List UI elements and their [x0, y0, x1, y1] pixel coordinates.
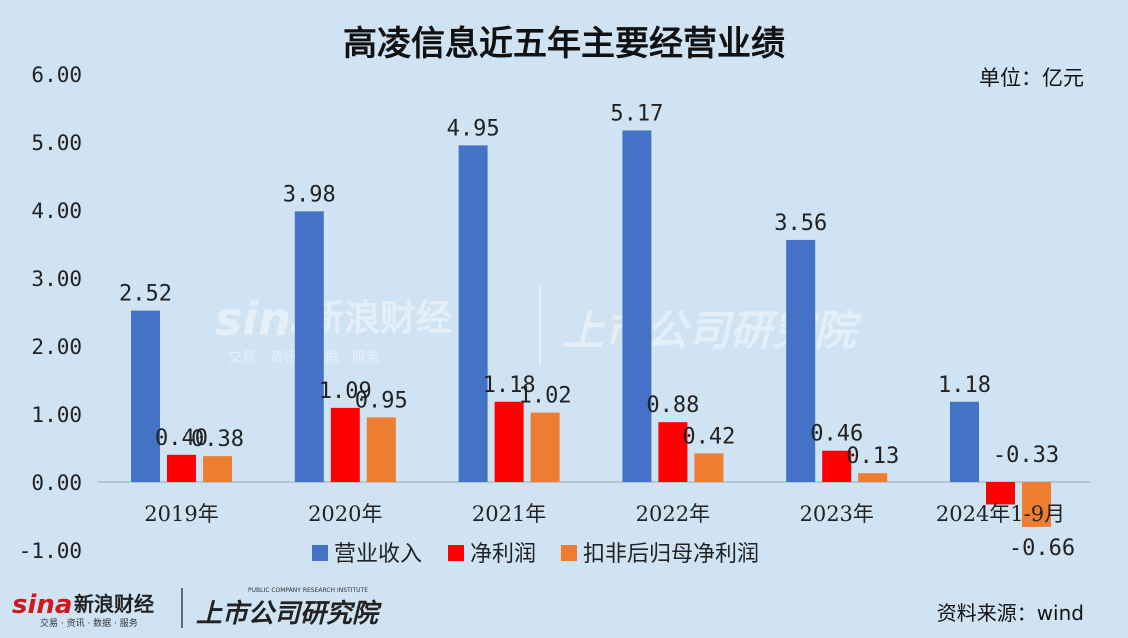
bar-1: [786, 239, 816, 482]
data-label: 1.18: [483, 373, 536, 398]
data-label: 0.42: [682, 424, 735, 449]
y-tick-label: 6.00: [31, 63, 82, 87]
data-label: 0.46: [810, 422, 863, 447]
sina-logo-cn: 新浪财经: [74, 592, 154, 616]
research-logo-en: PUBLIC COMPANY RESEARCH INSTITUTE: [248, 587, 368, 594]
data-label: 3.98: [283, 182, 336, 207]
bar-1: [294, 211, 324, 483]
bar-1: [131, 310, 160, 482]
research-logo-cn: 上市公司研究院: [196, 599, 382, 629]
legend-swatch: [312, 545, 328, 561]
unit-label: 单位：亿元: [979, 66, 1084, 90]
data-label: 0.40: [155, 426, 208, 451]
bar-1: [622, 130, 652, 482]
legend-swatch: [448, 545, 464, 561]
data-label: 3.56: [774, 211, 827, 236]
bar-2: [986, 482, 1015, 505]
y-tick-label: 1.00: [31, 403, 82, 427]
y-tick-label: 2.00: [31, 335, 82, 359]
data-label: 1.02: [519, 384, 572, 409]
bar-2: [658, 422, 688, 482]
bar-2: [494, 401, 524, 482]
data-label: 0.38: [191, 427, 244, 452]
research-institute-logo: PUBLIC COMPANY RESEARCH INSTITUTE 上市公司研究…: [196, 587, 382, 629]
x-axis: 2019年 2020年 2021年 2022年 2023年 2024年1-9月: [144, 502, 1065, 526]
bar-3: [366, 417, 396, 482]
chart-title: 高凌信息近五年主要经营业绩: [343, 24, 785, 64]
bars: [131, 130, 1051, 527]
y-axis: 6.00 5.00 4.00 3.00 2.00 1.00 0.00 -1.00: [19, 63, 82, 563]
bar-1: [458, 145, 488, 482]
y-tick-label: 4.00: [31, 199, 82, 223]
x-tick-label: 2022年: [636, 502, 710, 526]
data-label: -0.33: [993, 443, 1059, 468]
x-tick-label: 2023年: [799, 502, 873, 526]
data-label: 1.18: [938, 373, 991, 398]
data-labels: 2.520.400.383.981.090.954.951.181.025.17…: [119, 101, 1075, 560]
bar-3: [694, 453, 724, 482]
legend-label: 营业收入: [334, 542, 422, 567]
bar-3: [858, 473, 888, 482]
data-label: -0.66: [1009, 536, 1075, 561]
sina-logo-text: sina: [12, 590, 72, 620]
legend-label: 净利润: [470, 542, 536, 567]
data-label: 4.95: [447, 116, 500, 141]
data-label: 0.88: [646, 393, 699, 418]
bar-2: [330, 407, 360, 482]
y-tick-label: 5.00: [31, 131, 82, 155]
data-label: 2.52: [119, 282, 172, 307]
bar-3: [203, 456, 232, 482]
x-tick-label: 2020年: [308, 502, 382, 526]
x-tick-label: 2024年1-9月: [936, 502, 1065, 526]
source-label: 资料来源：wind: [937, 601, 1084, 625]
bar-3: [530, 412, 560, 482]
bar-3: [1022, 482, 1051, 527]
y-tick-label: -1.00: [19, 539, 82, 563]
data-label: 5.17: [610, 101, 663, 126]
y-tick-label: 3.00: [31, 267, 82, 291]
data-label: 1.09: [319, 379, 372, 404]
sina-finance-logo: sina 新浪财经 交易 · 资讯 · 数据 · 服务: [12, 590, 154, 629]
data-label: 0.13: [846, 444, 899, 469]
bar-2: [822, 450, 852, 482]
bar-2: [167, 454, 196, 482]
x-tick-label: 2021年: [472, 502, 546, 526]
x-tick-label: 2019年: [144, 502, 218, 526]
watermark-research: 上市公司研究院: [562, 306, 863, 355]
legend-swatch: [561, 545, 577, 561]
sina-logo-sub: 交易 · 资讯 · 数据 · 服务: [40, 617, 138, 629]
data-label: 0.95: [355, 388, 408, 413]
y-tick-label: 0.00: [31, 471, 82, 495]
legend: 营业收入 净利润 扣非后归母净利润: [312, 542, 759, 567]
legend-label: 扣非后归母净利润: [583, 542, 759, 567]
bar-1: [950, 401, 979, 482]
watermark-sina-cn: 新浪财经: [308, 298, 452, 339]
